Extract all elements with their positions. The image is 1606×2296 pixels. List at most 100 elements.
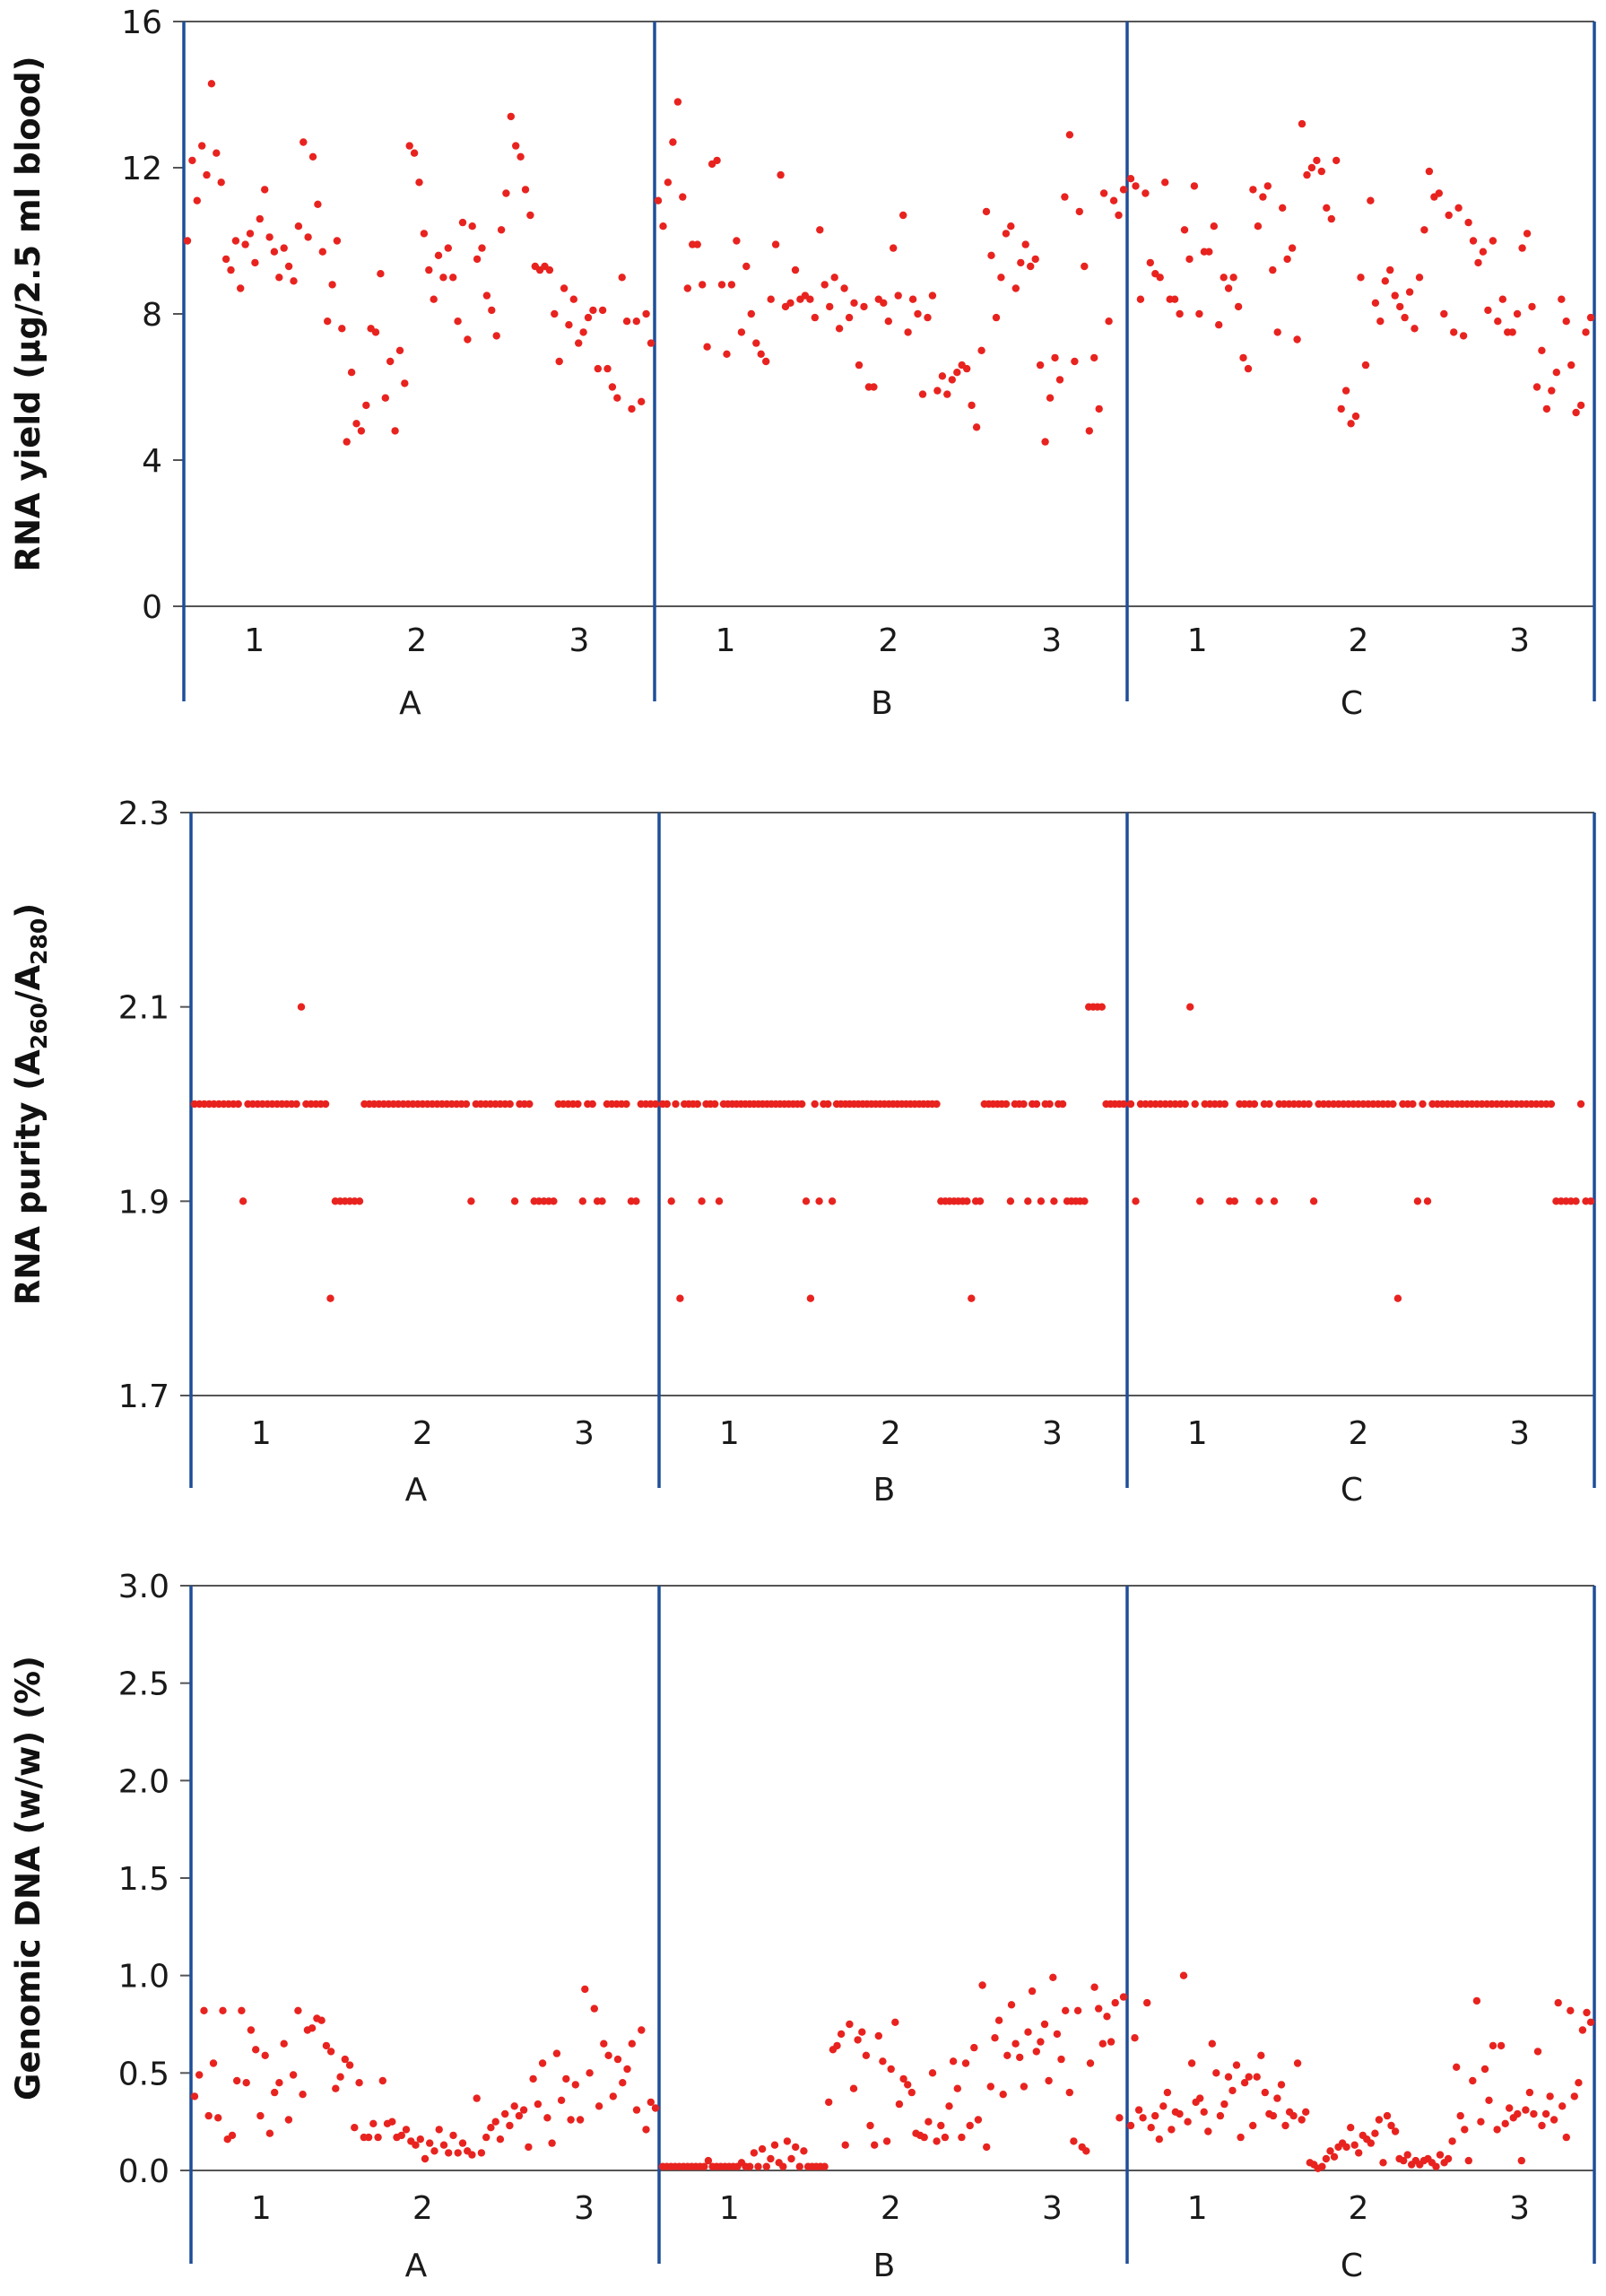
data-point bbox=[1016, 2053, 1024, 2062]
data-point bbox=[1007, 222, 1015, 230]
data-point bbox=[1371, 299, 1380, 307]
data-point bbox=[816, 226, 824, 234]
y-tick-label: 2.1 bbox=[118, 990, 169, 1027]
data-point bbox=[525, 1100, 534, 1109]
data-point bbox=[289, 2071, 298, 2079]
data-point bbox=[242, 2079, 250, 2087]
data-point bbox=[1477, 2118, 1485, 2126]
data-point bbox=[754, 2162, 762, 2170]
data-point bbox=[882, 2137, 891, 2145]
data-point bbox=[1090, 1983, 1098, 1991]
data-point bbox=[1464, 2156, 1473, 2165]
data-point bbox=[770, 2141, 779, 2149]
data-point bbox=[345, 2061, 354, 2069]
data-point bbox=[1099, 189, 1108, 197]
data-point bbox=[477, 2149, 486, 2157]
data-point bbox=[1224, 284, 1233, 292]
data-point bbox=[1293, 2059, 1302, 2067]
data-point bbox=[890, 244, 898, 252]
data-point bbox=[246, 230, 255, 238]
data-point bbox=[590, 2005, 598, 2013]
data-point bbox=[1326, 2147, 1334, 2155]
data-point bbox=[1391, 291, 1399, 300]
data-point bbox=[806, 1294, 815, 1302]
data-point bbox=[806, 295, 814, 303]
data-point bbox=[228, 2131, 237, 2140]
data-point bbox=[1489, 2041, 1497, 2050]
data-point bbox=[1163, 2088, 1172, 2097]
data-point bbox=[879, 2057, 887, 2066]
data-point bbox=[381, 394, 389, 402]
data-point bbox=[1180, 226, 1189, 234]
data-point bbox=[1576, 401, 1585, 410]
data-point bbox=[1254, 222, 1263, 230]
data-point bbox=[628, 404, 636, 413]
data-point bbox=[1444, 2154, 1453, 2163]
data-point bbox=[1303, 170, 1311, 179]
data-point bbox=[1567, 361, 1576, 370]
data-point bbox=[622, 317, 631, 326]
data-point bbox=[1273, 2094, 1281, 2102]
data-point bbox=[1119, 186, 1128, 194]
x-group-label: C bbox=[1341, 2248, 1363, 2284]
data-point bbox=[1061, 193, 1069, 201]
data-point bbox=[1497, 2041, 1506, 2050]
data-point bbox=[401, 379, 409, 387]
data-point bbox=[600, 2039, 608, 2048]
data-point bbox=[849, 2084, 858, 2092]
data-point bbox=[529, 2074, 537, 2083]
data-point bbox=[578, 1197, 586, 1205]
data-point bbox=[1261, 2088, 1270, 2097]
data-point bbox=[992, 313, 1001, 322]
data-point bbox=[231, 237, 240, 245]
data-point bbox=[997, 274, 1005, 282]
data-point bbox=[362, 401, 370, 410]
data-point bbox=[482, 2133, 490, 2142]
data-point bbox=[1484, 306, 1492, 315]
data-point bbox=[1065, 131, 1074, 139]
data-point bbox=[560, 284, 569, 292]
data-point bbox=[1558, 295, 1566, 303]
data-point bbox=[895, 2100, 904, 2109]
data-point bbox=[1075, 207, 1084, 216]
data-point bbox=[308, 152, 317, 161]
data-point bbox=[588, 1100, 596, 1109]
data-point bbox=[478, 244, 486, 252]
data-point bbox=[972, 423, 981, 431]
data-point bbox=[426, 2139, 434, 2147]
data-point bbox=[733, 237, 741, 245]
data-point bbox=[1168, 2126, 1176, 2134]
data-point bbox=[860, 302, 868, 311]
data-point bbox=[1053, 2030, 1062, 2039]
data-point bbox=[341, 2055, 349, 2064]
data-point bbox=[632, 2106, 641, 2114]
data-point bbox=[1107, 2038, 1116, 2046]
data-point bbox=[1131, 2034, 1139, 2042]
data-point bbox=[1453, 2063, 1461, 2071]
data-point bbox=[1220, 2100, 1228, 2109]
data-point bbox=[1432, 2162, 1440, 2170]
data-point bbox=[434, 251, 443, 259]
x-subgroup-label: 1 bbox=[244, 622, 265, 659]
data-point bbox=[1071, 357, 1079, 366]
data-point bbox=[1485, 2096, 1493, 2104]
data-point bbox=[1032, 1100, 1041, 1109]
x-subgroup-label: 2 bbox=[881, 1415, 901, 1452]
data-point bbox=[506, 2121, 514, 2130]
data-point bbox=[1528, 302, 1536, 311]
data-point bbox=[786, 299, 794, 307]
data-point bbox=[497, 226, 506, 234]
data-point bbox=[1176, 309, 1184, 318]
data-point bbox=[1506, 2104, 1514, 2112]
data-point bbox=[338, 325, 346, 333]
data-point bbox=[1305, 1100, 1313, 1109]
data-point bbox=[1017, 258, 1025, 267]
data-point bbox=[933, 2137, 941, 2145]
data-point bbox=[824, 1100, 832, 1109]
data-point bbox=[1464, 218, 1472, 227]
data-point bbox=[1037, 2038, 1045, 2046]
data-point bbox=[1147, 2124, 1155, 2132]
data-point bbox=[1041, 438, 1049, 446]
data-point bbox=[435, 2126, 443, 2134]
data-point bbox=[891, 2018, 899, 2026]
